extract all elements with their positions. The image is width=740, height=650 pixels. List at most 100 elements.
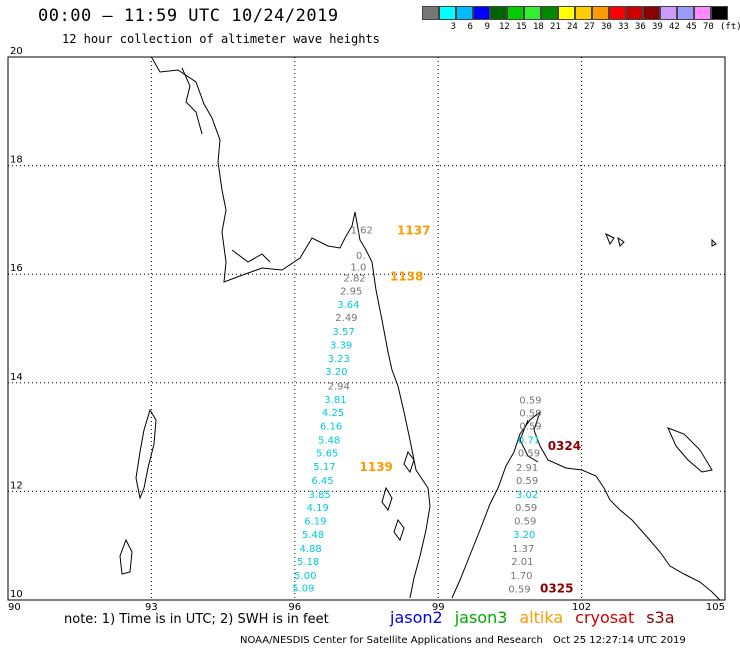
map-subtitle: 12 hour collection of altimeter wave hei… xyxy=(62,32,380,46)
pass-time-label: 0324 xyxy=(548,439,581,453)
legend-swatch xyxy=(507,6,524,20)
wave-height-value: 3.85 xyxy=(309,490,331,501)
legend-swatch xyxy=(473,6,490,20)
inland-lake xyxy=(711,238,717,247)
legend-value-label: 36 xyxy=(635,22,646,32)
map-title: 00:00 – 11:59 UTC 10/24/2019 xyxy=(38,6,339,26)
wave-height-value: 0. xyxy=(356,251,366,262)
wave-height-value: 3.20 xyxy=(513,530,535,541)
footer-agency: NOAA/NESDIS Center for Satellite Applica… xyxy=(240,635,543,646)
inland-lake xyxy=(617,236,625,247)
wave-height-value: 0.59 xyxy=(516,476,538,487)
lat-axis-label: 20 xyxy=(10,46,23,57)
wave-height-value: 0.59 xyxy=(519,421,541,432)
coastline-inlet xyxy=(181,67,203,135)
wave-height-value: 5.65 xyxy=(316,449,338,460)
inland-lake xyxy=(605,232,615,246)
wave-height-value: 2.82 xyxy=(343,273,365,284)
wave-height-value: 1.70 xyxy=(510,571,532,582)
wave-height-value: 2.94 xyxy=(328,381,350,392)
wave-height-value: 6.45 xyxy=(311,476,333,487)
wave-height-value: 5.18 xyxy=(297,557,319,568)
legend-swatch xyxy=(422,6,439,20)
pass-time-label: 1139 xyxy=(360,460,393,474)
lat-axis-label: 14 xyxy=(10,372,23,383)
wave-height-value: 1.0 xyxy=(350,262,366,273)
satellite-label: jason3 xyxy=(454,608,508,627)
wave-height-value: 4.19 xyxy=(307,503,329,514)
wave-height-value: 2.91 xyxy=(516,463,538,474)
legend-swatch xyxy=(677,6,694,20)
legend-value-label: 24 xyxy=(567,22,578,32)
satellite-label: s3a xyxy=(646,608,675,627)
wave-height-value: 6.16 xyxy=(320,421,342,432)
lat-axis-label: 16 xyxy=(10,263,23,274)
wave-height-value: 4.25 xyxy=(322,408,344,419)
satellite-label: cryosat xyxy=(575,608,635,627)
legend-value-label: 27 xyxy=(584,22,595,32)
legend-value-label: 15 xyxy=(516,22,527,32)
pass-time-label: 0325 xyxy=(540,581,573,595)
legend-value-label: 12 xyxy=(499,22,510,32)
mergui-island xyxy=(381,486,393,512)
wave-height-value: 6.19 xyxy=(304,517,326,528)
lon-axis-label: 105 xyxy=(706,602,725,613)
legend-swatch xyxy=(609,6,626,20)
pass-time-label: 1138 xyxy=(390,270,423,284)
wave-height-value: 0.59 xyxy=(514,517,536,528)
wave-height-value: 3.39 xyxy=(330,341,352,352)
legend-swatch xyxy=(541,6,558,20)
legend-swatch xyxy=(592,6,609,20)
pass-time-label: 1137 xyxy=(397,223,430,237)
legend-swatch xyxy=(660,6,677,20)
wave-height-value: 5.48 xyxy=(302,530,324,541)
wave-height-value: 3.57 xyxy=(332,327,354,338)
andaman-islands xyxy=(135,408,157,500)
legend-value-label: 33 xyxy=(618,22,629,32)
wave-height-value: 3.23 xyxy=(328,354,350,365)
nicobar-island xyxy=(119,538,133,575)
wave-height-value: 0.59 xyxy=(519,395,541,406)
legend-swatch xyxy=(439,6,456,20)
lon-axis-label: 99 xyxy=(432,602,445,613)
wave-height-value: 5.48 xyxy=(318,436,340,447)
wave-height-value: 5.17 xyxy=(313,462,335,473)
map-frame xyxy=(7,56,726,601)
satellite-label: altika xyxy=(519,608,564,627)
coastline xyxy=(119,57,721,601)
altimeter-observations: 1.62 1137 0.1.02.82 2.95 3.64 2.49 3.57 3.39 3.2… xyxy=(292,223,581,595)
mergui-island xyxy=(403,450,415,474)
wave-height-value: 5.00 xyxy=(294,571,316,582)
legend-value-label: 9 xyxy=(484,22,490,32)
wave-height-value: 4.88 xyxy=(299,544,321,555)
legend-value-label: 21 xyxy=(550,22,561,32)
legend-value-label: 3 xyxy=(450,22,456,32)
wave-height-value: 0.59 xyxy=(518,449,540,460)
wave-height-value: 5.09 xyxy=(292,583,314,594)
lon-axis-label: 90 xyxy=(8,602,21,613)
satellite-legend: jason2 jason3 altika cryosat s3a xyxy=(390,608,687,627)
wave-height-value: 3.64 xyxy=(337,300,359,311)
legend-value-label: 18 xyxy=(533,22,544,32)
coastline-inlet xyxy=(231,249,271,263)
wave-height-value: 3.20 xyxy=(325,367,347,378)
legend-unit: (ft) xyxy=(720,22,740,32)
legend-value-label: 30 xyxy=(601,22,612,32)
wave-height-value: 0.59 xyxy=(508,584,530,595)
legend-value-label: 6 xyxy=(467,22,473,32)
wave-height-value: 2.49 xyxy=(335,313,357,324)
lon-axis-label: 96 xyxy=(288,602,301,613)
footer: NOAA/NESDIS Center for Satellite Applica… xyxy=(240,635,686,646)
wave-height-value: 1.62 xyxy=(351,225,373,236)
legend-value-label: 45 xyxy=(686,22,697,32)
wave-height-color-legend xyxy=(422,6,728,20)
lat-axis-label: 10 xyxy=(10,589,23,600)
wave-height-value: 0.59 xyxy=(519,408,541,419)
wave-height-value: 2.95 xyxy=(340,286,362,297)
wave-height-value: 1.37 xyxy=(512,544,534,555)
satellite-label: jason2 xyxy=(390,608,443,627)
coastline-myanmar-west xyxy=(151,57,431,599)
units-note: note: 1) Time is in UTC; 2) SWH is in fe… xyxy=(64,612,329,627)
legend-swatch xyxy=(524,6,541,20)
mergui-island xyxy=(393,518,405,542)
